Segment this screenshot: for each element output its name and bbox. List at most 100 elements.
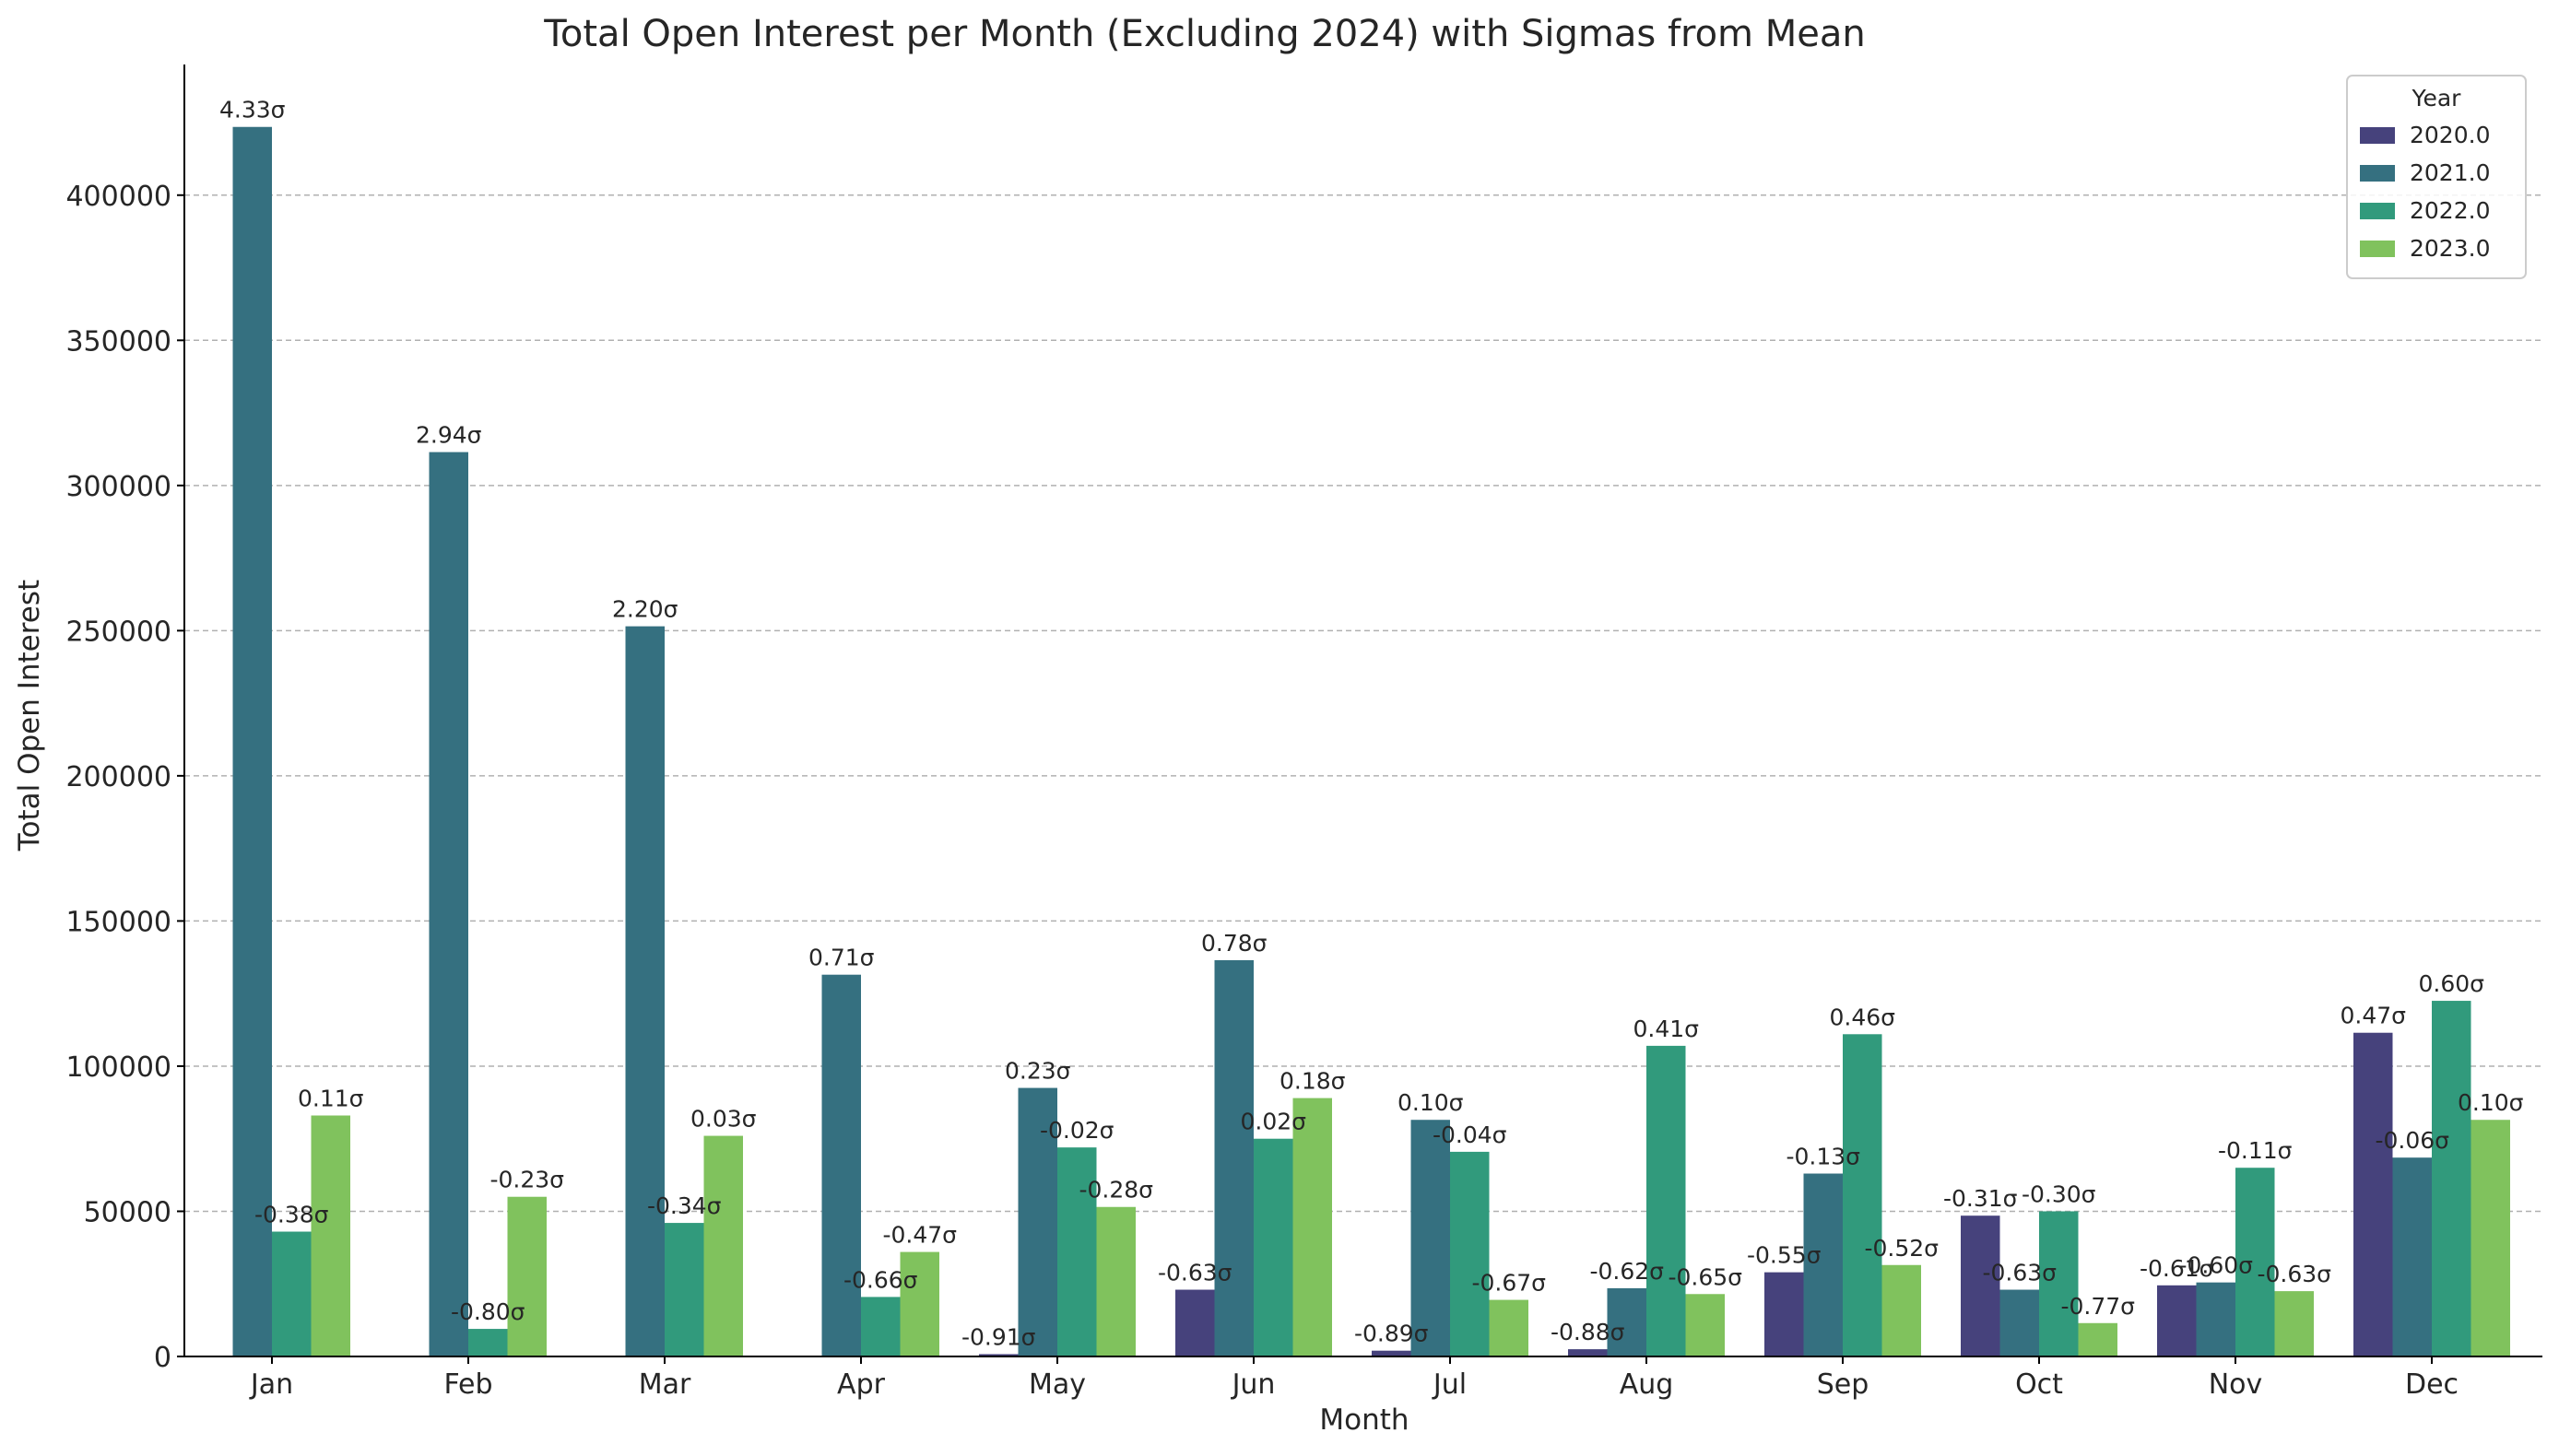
bar (625, 626, 665, 1356)
bar (2471, 1120, 2510, 1356)
x-tick-label: Nov (2209, 1368, 2263, 1401)
bar-value-label: -0.30σ (2022, 1180, 2096, 1207)
bar-value-label: 2.94σ (416, 422, 482, 449)
x-tick-label: Oct (2015, 1368, 2063, 1401)
legend-swatch (2360, 165, 2395, 182)
bars (232, 126, 2510, 1357)
bar (232, 126, 272, 1357)
legend-label: 2023.0 (2410, 235, 2490, 262)
bar (1646, 1045, 1686, 1356)
bar-value-label: 0.71σ (808, 945, 875, 971)
x-axis-label: Month (1319, 1403, 1409, 1437)
legend-label: 2020.0 (2410, 122, 2490, 148)
bar (1057, 1147, 1097, 1356)
bar-value-label: 0.60σ (2418, 970, 2484, 997)
bar (1999, 1289, 2039, 1356)
bar (2157, 1285, 2197, 1356)
bar-value-label: 0.18σ (1280, 1068, 1346, 1095)
y-tick-label: 100000 (65, 1051, 171, 1084)
bar-value-label: -0.65σ (1668, 1263, 1742, 1290)
bar (1410, 1120, 1450, 1356)
bar (1568, 1349, 1608, 1356)
bar-value-label: -0.47σ (882, 1222, 957, 1249)
bar-value-label: -0.60σ (2178, 1252, 2253, 1279)
bar (429, 452, 468, 1357)
bar (1764, 1272, 1804, 1356)
bar-value-label: -0.31σ (1943, 1185, 2018, 1212)
y-tick-label: 400000 (65, 181, 171, 213)
x-tick-label: Dec (2405, 1368, 2459, 1401)
bar-value-label: -0.66σ (843, 1266, 918, 1293)
y-tick-label: 50000 (84, 1196, 171, 1228)
bar (1685, 1294, 1725, 1356)
bar-value-label: -0.88σ (1551, 1319, 1625, 1345)
bar-value-label: -0.11σ (2218, 1137, 2293, 1164)
x-tick-label: May (1029, 1368, 1086, 1401)
bar-value-label: 0.02σ (1240, 1109, 1306, 1135)
bar (703, 1135, 743, 1356)
bar (1175, 1289, 1215, 1356)
bar-value-label: 0.23σ (1005, 1058, 1071, 1085)
bar (507, 1196, 547, 1356)
chart-title: Total Open Interest per Month (Excluding… (543, 13, 1865, 55)
bar (1292, 1098, 1332, 1356)
legend-swatch (2360, 241, 2395, 257)
bar (1450, 1151, 1490, 1356)
bar-value-label: -0.28σ (1079, 1177, 1153, 1204)
bar (272, 1231, 312, 1356)
bar-value-label: 0.03σ (690, 1106, 757, 1133)
bar-value-label: -0.63σ (1158, 1260, 1232, 1286)
bar (2078, 1322, 2117, 1356)
bar (1607, 1287, 1646, 1356)
bar-value-label: -0.06σ (2375, 1127, 2449, 1154)
legend-label: 2021.0 (2410, 159, 2490, 186)
x-tick-label: Sep (1817, 1368, 1869, 1401)
y-tick-label: 350000 (65, 325, 171, 358)
bar (1961, 1215, 2000, 1356)
bar (2392, 1157, 2432, 1356)
bar (1254, 1138, 1293, 1356)
x-tick-label: Aug (1620, 1368, 1674, 1401)
bar-value-label: 0.10σ (2458, 1089, 2524, 1116)
bar (468, 1329, 508, 1356)
bar-value-label: -0.63σ (1982, 1260, 2057, 1286)
y-tick-label: 200000 (65, 761, 171, 793)
bar-value-label: -0.55σ (1747, 1242, 1822, 1269)
bar (2432, 1001, 2471, 1356)
bar (1096, 1206, 1136, 1356)
bar (979, 1354, 1019, 1356)
bar (1881, 1264, 1921, 1356)
bar-value-label: -0.13σ (1786, 1144, 1860, 1170)
bar (2039, 1211, 2079, 1356)
legend-label: 2022.0 (2410, 197, 2490, 224)
bar-value-label: -0.62σ (1589, 1258, 1664, 1285)
bar-labels: 4.33σ -0.38σ 0.11σ 2.94σ -0.80σ -0.23σ 2.20σ -0… (219, 97, 2524, 1351)
bar-value-label: -0.38σ (254, 1202, 329, 1228)
x-tick-label: Mar (639, 1368, 691, 1401)
legend-title: Year (2412, 85, 2462, 112)
y-tick-label: 0 (154, 1342, 171, 1374)
bar (1489, 1299, 1528, 1356)
grid (184, 194, 2542, 1213)
bar (2353, 1032, 2393, 1356)
bar (665, 1223, 704, 1356)
bar-value-label: 2.20σ (612, 596, 678, 623)
bar-value-label: -0.63σ (2257, 1261, 2331, 1287)
bar-value-label: 0.10σ (1397, 1089, 1464, 1116)
y-axis-label: Total Open Interest (13, 580, 46, 851)
legend: Year 2020.0 2021.0 2022.0 2023.0 (2346, 75, 2527, 279)
bar-value-label: -0.02σ (1040, 1117, 1114, 1144)
bar (900, 1251, 939, 1356)
bar (2235, 1168, 2275, 1356)
bar-value-label: 0.78σ (1201, 930, 1268, 957)
bar-value-label: -0.89σ (1354, 1321, 1429, 1347)
x-tick-label: Feb (443, 1368, 492, 1401)
x-tick-label: Apr (837, 1368, 886, 1401)
bar (2196, 1282, 2235, 1356)
bar (1803, 1173, 1843, 1356)
bar-value-label: -0.34σ (647, 1192, 722, 1219)
bar-value-label: -0.91σ (961, 1323, 1036, 1350)
y-tick-label: 150000 (65, 906, 171, 938)
bar (1018, 1087, 1057, 1356)
